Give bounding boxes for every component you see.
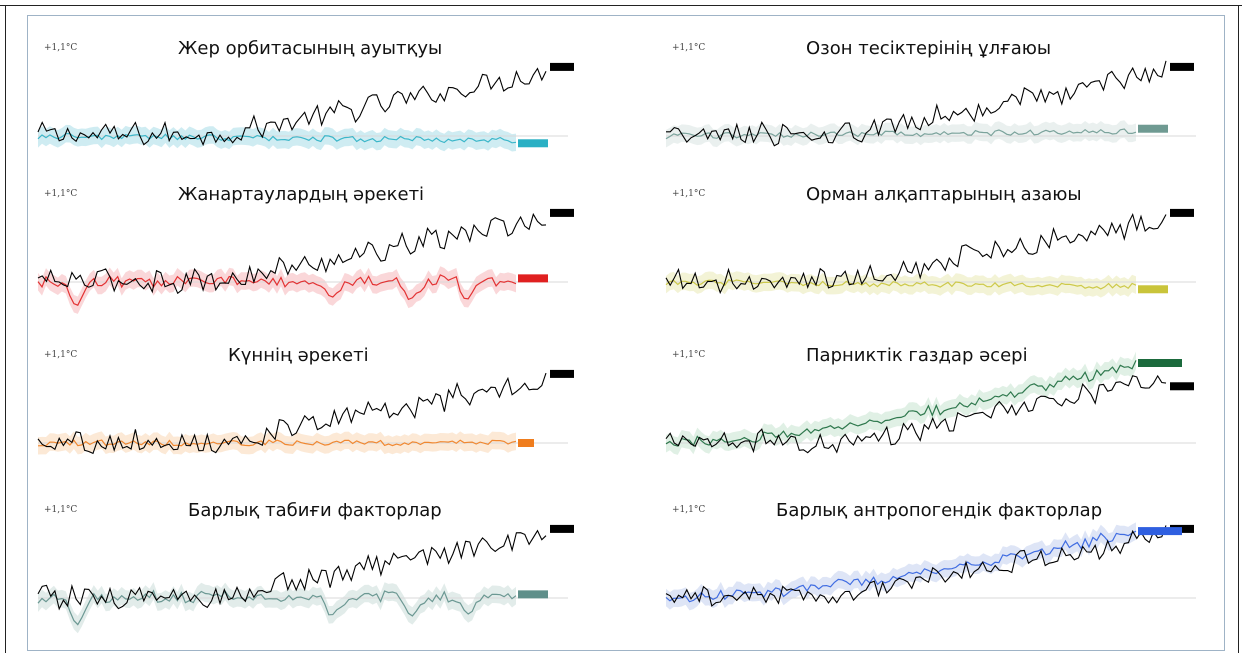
y-axis-label: +1,1°C xyxy=(44,350,77,360)
uncertainty-band xyxy=(666,271,1136,298)
observed-series-line xyxy=(665,525,1167,607)
forcing-series-line xyxy=(665,128,1137,140)
chart-panel: +1,1°C Жер орбитасының ауытқуы xyxy=(37,24,574,174)
panel-title: Парниктік газдар әсері xyxy=(806,345,1028,366)
observed-series-line xyxy=(37,372,547,455)
chart-panel: +1,1°C Барлық табиғи факторлар xyxy=(37,486,574,636)
chart-panel: +1,1°C Озон тесіктерінің ұлғаюы xyxy=(665,24,1196,174)
observed-end-marker xyxy=(550,524,574,533)
forcing-series-line xyxy=(665,279,1137,290)
chart-panel: +1,1°C Жанартаулардың әрекеті xyxy=(37,170,574,320)
forcing-end-marker xyxy=(518,274,548,283)
forcing-end-marker xyxy=(1138,359,1182,367)
forcing-end-marker xyxy=(1138,124,1168,133)
chart-svg: +1,1°C Парниктік газдар әсері xyxy=(665,345,1196,455)
chart-svg: +1,1°C Жанартаулардың әрекеті xyxy=(37,184,574,314)
chart-svg: +1,1°C Күннің әрекеті xyxy=(37,345,574,455)
page-frame-left xyxy=(5,5,6,653)
forcing-end-marker xyxy=(518,590,548,599)
observed-end-marker xyxy=(1170,208,1194,217)
observed-end-marker xyxy=(1170,382,1194,391)
y-axis-label: +1,1°C xyxy=(44,189,77,199)
panel-title: Жер орбитасының ауытқуы xyxy=(178,38,442,59)
observed-series-line xyxy=(665,212,1167,295)
forcing-end-marker xyxy=(518,139,548,148)
observed-series-line xyxy=(666,60,1167,147)
chart-svg: +1,1°C Жер орбитасының ауытқуы xyxy=(37,38,574,152)
uncertainty-band xyxy=(38,266,516,314)
forcing-series-line xyxy=(37,439,517,447)
panel-title: Жанартаулардың әрекеті xyxy=(178,184,424,205)
uncertainty-band xyxy=(666,522,1136,611)
uncertainty-band xyxy=(38,124,516,152)
forcing-end-marker xyxy=(1138,527,1182,536)
panel-title: Озон тесіктерінің ұлғаюы xyxy=(806,38,1051,59)
panel-title: Күннің әрекеті xyxy=(228,345,369,366)
forcing-series-line xyxy=(37,274,517,306)
panel-title: Орман алқаптарының азаюы xyxy=(806,184,1082,205)
uncertainty-band xyxy=(38,582,516,634)
observed-end-marker xyxy=(550,62,574,71)
forcing-end-marker xyxy=(518,439,534,447)
y-axis-label: +1,1°C xyxy=(672,350,705,360)
forcing-series-line xyxy=(37,589,517,626)
chart-panel: +1,1°C Барлық антропогендік факторлар xyxy=(665,486,1196,636)
observed-end-marker xyxy=(1170,62,1194,71)
chart-panel: +1,1°C Орман алқаптарының азаюы xyxy=(665,170,1196,320)
climate-factors-figure: +1,1°C Жер орбитасының ауытқуы +1,1°C Жана… xyxy=(27,15,1225,651)
observed-series-line xyxy=(665,374,1167,454)
observed-end-marker xyxy=(550,208,574,217)
y-axis-label: +1,1°C xyxy=(44,505,77,515)
y-axis-label: +1,1°C xyxy=(44,43,77,53)
y-axis-label: +1,1°C xyxy=(672,505,705,515)
panel-title: Барлық антропогендік факторлар xyxy=(776,500,1102,521)
forcing-series-line xyxy=(665,360,1137,447)
observed-series-line xyxy=(37,529,547,611)
observed-series-line xyxy=(37,67,547,147)
chart-svg: +1,1°C Барлық табиғи факторлар xyxy=(37,500,574,634)
chart-panel: +1,1°C Күннің әрекеті xyxy=(37,331,574,481)
uncertainty-band xyxy=(666,351,1136,455)
forcing-series-line xyxy=(665,530,1137,603)
chart-svg: +1,1°C Барлық антропогендік факторлар xyxy=(665,500,1196,611)
chart-svg: +1,1°C Орман алқаптарының азаюы xyxy=(665,184,1196,298)
y-axis-label: +1,1°C xyxy=(672,189,705,199)
page-frame-top xyxy=(0,5,1242,6)
observed-series-line xyxy=(37,212,547,295)
observed-end-marker xyxy=(550,369,574,378)
page-frame-right xyxy=(1238,5,1239,653)
y-axis-label: +1,1°C xyxy=(672,43,705,53)
panel-title: Барлық табиғи факторлар xyxy=(188,500,442,521)
chart-panel: +1,1°C Парниктік газдар әсері xyxy=(665,331,1196,481)
uncertainty-band xyxy=(666,120,1136,148)
chart-svg: +1,1°C Озон тесіктерінің ұлғаюы xyxy=(665,38,1196,148)
forcing-end-marker xyxy=(1138,285,1168,294)
